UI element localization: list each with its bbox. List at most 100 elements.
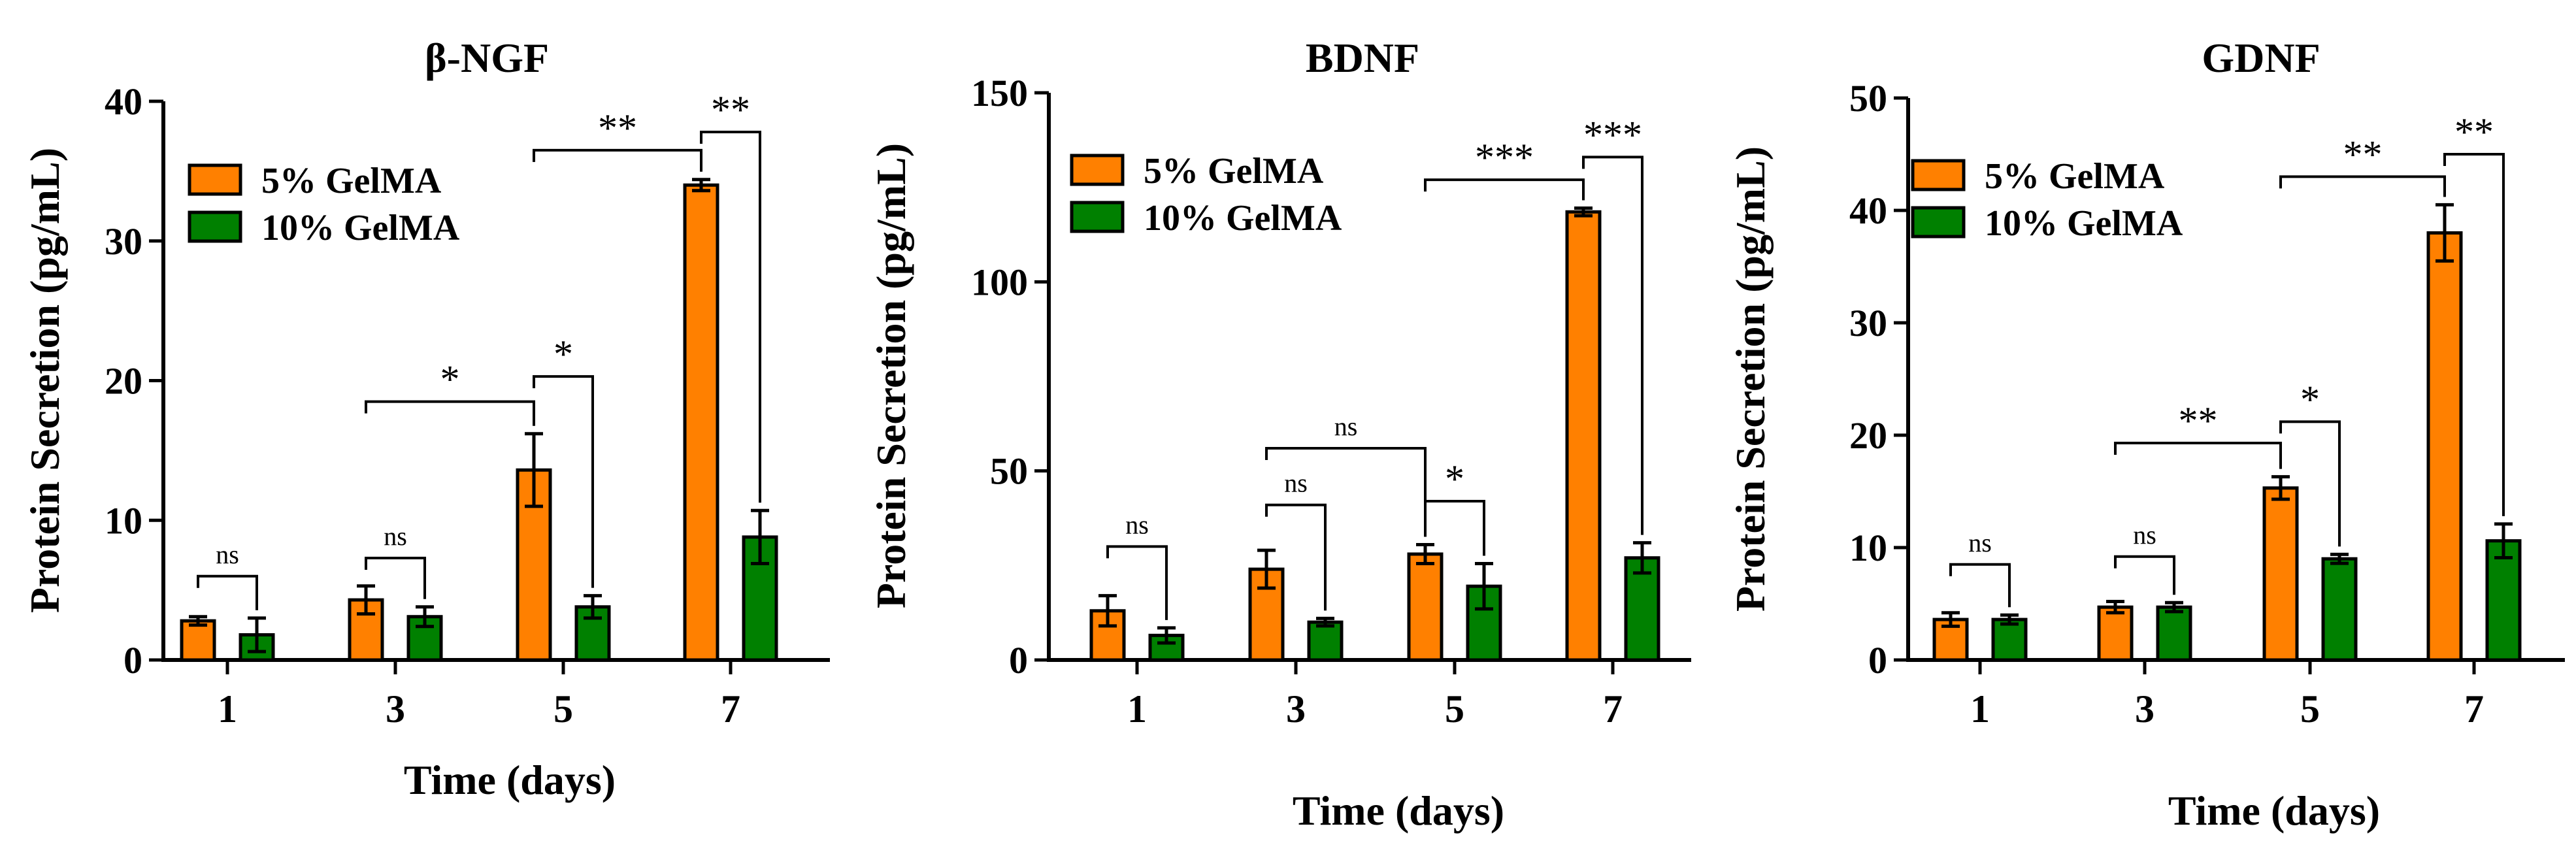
- legend-label: 5% GelMA: [261, 161, 442, 201]
- significance-bracket: [533, 148, 702, 172]
- significance-bracket: [1424, 178, 1585, 201]
- significance-bracket: [365, 400, 535, 426]
- y-axis-label: Protein Secretion (pg/mL): [868, 143, 914, 608]
- bar-gelma-5: [2426, 231, 2463, 662]
- x-tick-label: 1: [1127, 687, 1147, 731]
- significance-label: **: [2179, 399, 2218, 442]
- significance-label: ns: [1284, 469, 1308, 498]
- bar-gelma-5: [180, 619, 216, 662]
- legend-swatch: [1070, 154, 1125, 186]
- x-tick-label: 5: [1445, 687, 1464, 731]
- y-tick-label: 10: [1849, 527, 1887, 569]
- y-tick-label: 20: [1849, 414, 1887, 457]
- chart-title: GDNF: [2202, 35, 2320, 81]
- significance-label: **: [711, 88, 750, 131]
- bar-gelma-5: [1565, 210, 1602, 662]
- y-tick-label: 50: [1849, 77, 1887, 120]
- x-tick-label: 7: [1603, 687, 1623, 731]
- x-axis-label: Time (days): [1293, 787, 1504, 834]
- x-tick-label: 1: [1970, 687, 1990, 731]
- significance-label: **: [2454, 110, 2494, 154]
- significance-label: ns: [1968, 528, 1992, 557]
- significance-bracket: [1265, 446, 1427, 537]
- legend-label: 5% GelMA: [1985, 156, 2165, 197]
- significance-bracket: [197, 574, 258, 610]
- significance-bracket: [1106, 545, 1168, 620]
- y-tick-label: 20: [105, 360, 142, 403]
- significance-label: ***: [1583, 113, 1642, 156]
- chart-panel-2: BDNF Protein Secretion (pg/mL) Time (days)…: [868, 35, 1691, 834]
- significance-label: **: [598, 107, 637, 150]
- x-tick-label: 3: [2135, 687, 2155, 731]
- bar-gelma-10: [1624, 556, 1660, 662]
- y-tick-label: 0: [1868, 639, 1887, 682]
- x-tick-label: 5: [2300, 687, 2320, 731]
- significance-label: *: [553, 333, 573, 376]
- bar-gelma-5: [2262, 486, 2299, 662]
- significance-bracket: [2279, 175, 2446, 197]
- significance-label: **: [2343, 133, 2383, 176]
- y-tick-label: 0: [1009, 639, 1028, 682]
- significance-bracket: [1265, 503, 1327, 611]
- bar-gelma-10: [2156, 605, 2192, 662]
- significance-label: *: [440, 358, 460, 401]
- legend-swatch: [188, 163, 242, 196]
- x-tick-label: 5: [553, 687, 573, 731]
- y-tick-label: 40: [1849, 189, 1887, 232]
- bar-gelma-5: [683, 183, 719, 662]
- significance-label: ns: [1125, 510, 1149, 539]
- significance-label: ns: [384, 521, 407, 551]
- chart-panel-3: GDNF Protein Secretion (pg/mL) Time (days)…: [1727, 35, 2565, 834]
- bar-gelma-5: [2097, 605, 2134, 662]
- significance-bracket: [365, 556, 426, 599]
- significance-bracket: [2114, 442, 2282, 469]
- chart-title: BDNF: [1306, 35, 1419, 81]
- legend-swatch: [1911, 159, 1966, 191]
- y-tick-label: 100: [971, 261, 1028, 303]
- y-axis-label: Protein Secretion (pg/mL): [1727, 146, 1774, 612]
- significance-label: ns: [1334, 412, 1358, 441]
- significance-label: ns: [216, 540, 239, 569]
- x-tick-label: 3: [1286, 687, 1306, 731]
- significance-bracket: [1949, 563, 2011, 608]
- chart-panels: β-NGF Protein Secretion (pg/mL) Time (days…: [22, 35, 2565, 834]
- legend-swatch: [188, 210, 242, 243]
- significance-label: ns: [2133, 520, 2156, 550]
- legend-swatch: [1070, 201, 1125, 233]
- legend-label: 10% GelMA: [1144, 198, 1342, 239]
- significance-bracket: [2114, 555, 2175, 595]
- y-tick-label: 0: [124, 639, 142, 682]
- bar-gelma-5: [516, 468, 552, 662]
- x-tick-label: 1: [218, 687, 237, 731]
- x-axis-label: Time (days): [2168, 787, 2380, 834]
- significance-label: *: [1445, 457, 1464, 501]
- legend-label: 5% GelMA: [1144, 151, 1324, 191]
- y-tick-label: 30: [1849, 302, 1887, 344]
- y-tick-label: 10: [105, 499, 142, 542]
- x-tick-label: 7: [721, 687, 740, 731]
- y-tick-label: 30: [105, 220, 142, 263]
- legend-label: 10% GelMA: [261, 208, 460, 248]
- bar-gelma-10: [2321, 557, 2358, 662]
- bar-gelma-5: [1407, 552, 1444, 662]
- bar-gelma-10: [1307, 620, 1344, 662]
- x-tick-label: 3: [386, 687, 405, 731]
- legend-swatch: [1911, 206, 1966, 239]
- chart-panel-1: β-NGF Protein Secretion (pg/mL) Time (days…: [22, 35, 830, 803]
- y-tick-label: 40: [105, 80, 142, 123]
- significance-bracket: [2443, 153, 2505, 516]
- significance-bracket: [1582, 156, 1643, 535]
- x-tick-label: 7: [2464, 687, 2484, 731]
- chart-title: β-NGF: [425, 35, 549, 81]
- y-tick-label: 50: [990, 450, 1028, 493]
- y-tick-label: 150: [971, 72, 1028, 114]
- significance-bracket: [700, 131, 761, 503]
- significance-label: ***: [1475, 136, 1534, 179]
- significance-label: *: [2300, 378, 2320, 421]
- y-axis-label: Protein Secretion (pg/mL): [22, 148, 68, 613]
- significance-bracket: [2279, 420, 2341, 547]
- legend-label: 10% GelMA: [1985, 203, 2183, 244]
- significance-bracket: [533, 375, 594, 588]
